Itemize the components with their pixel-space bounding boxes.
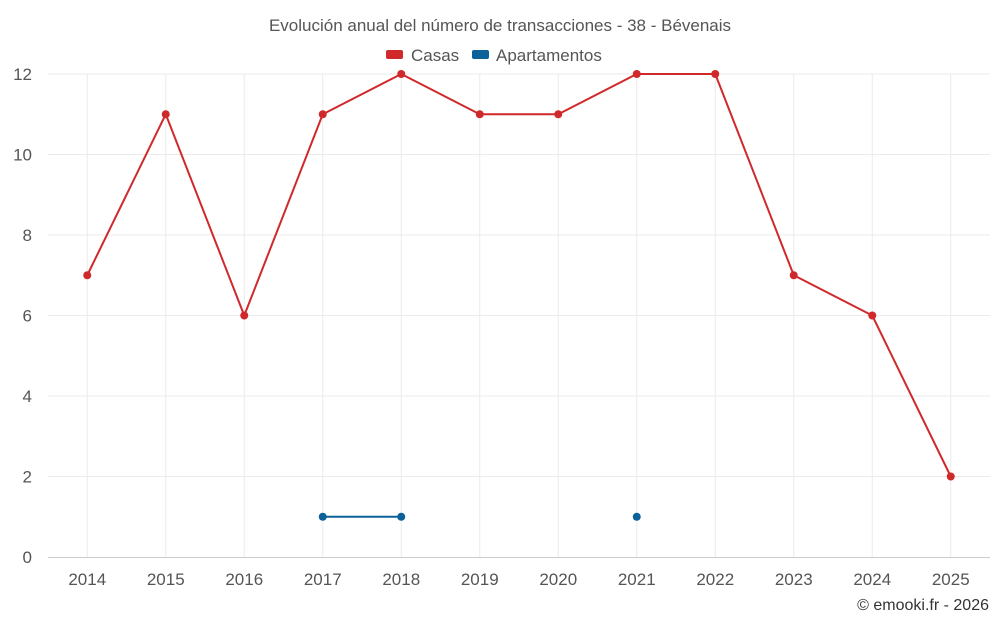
x-tick-label: 2019 [461, 570, 499, 589]
credit-text: © emooki.fr - 2026 [857, 597, 989, 614]
data-point-casas-2017[interactable] [318, 110, 327, 119]
series-line-casas [86, 73, 952, 477]
legend-label-casas: Casas [411, 46, 459, 65]
data-point-casas-2025[interactable] [946, 472, 955, 481]
data-point-casas-2014[interactable] [83, 271, 92, 280]
legend[interactable]: Casas Apartamentos [386, 46, 602, 65]
data-point-casas-2015[interactable] [161, 110, 170, 119]
series-layer [83, 70, 955, 521]
data-point-casas-2021[interactable] [632, 70, 641, 78]
x-tick-label: 2025 [932, 570, 970, 589]
data-point-casas-2023[interactable] [789, 271, 798, 280]
y-tick-label: 0 [23, 548, 32, 567]
data-point-casas-2016[interactable] [240, 311, 249, 320]
y-tick-label: 10 [13, 146, 32, 165]
x-tick-label: 2016 [225, 570, 263, 589]
data-point-apartamentos-2021[interactable] [632, 512, 641, 521]
chart-title: Evolución anual del número de transaccio… [269, 16, 731, 35]
x-tick-label: 2022 [696, 570, 734, 589]
series-casas[interactable] [83, 70, 955, 481]
y-tick-label: 12 [13, 65, 32, 84]
legend-item-apartamentos[interactable]: Apartamentos [472, 46, 602, 65]
legend-swatch-casas [386, 50, 403, 59]
legend-swatch-apartamentos [472, 50, 489, 59]
x-tick-label: 2018 [382, 570, 420, 589]
y-tick-label: 6 [23, 307, 32, 326]
x-tick-label: 2017 [304, 570, 342, 589]
x-tick-label: 2023 [775, 570, 813, 589]
x-tick-label: 2020 [539, 570, 577, 589]
legend-item-casas[interactable]: Casas [386, 46, 459, 65]
x-tick-label: 2015 [147, 570, 185, 589]
data-point-casas-2022[interactable] [711, 70, 720, 78]
data-point-apartamentos-2018[interactable] [397, 512, 406, 521]
y-tick-label: 2 [23, 468, 32, 487]
y-gridlines [48, 73, 990, 477]
data-point-casas-2018[interactable] [397, 70, 406, 78]
legend-label-apartamentos: Apartamentos [496, 46, 602, 65]
data-point-apartamentos-2017[interactable] [318, 512, 327, 521]
data-point-casas-2019[interactable] [475, 110, 484, 119]
x-tick-label: 2014 [68, 570, 106, 589]
x-axis-ticks: 2014 2015 2016 2017 2018 2019 2020 2021 2022 2023… [68, 570, 969, 589]
series-apartamentos[interactable] [318, 512, 641, 521]
y-tick-label: 4 [23, 387, 32, 406]
x-tick-label: 2021 [618, 570, 656, 589]
data-point-casas-2020[interactable] [554, 110, 563, 119]
y-tick-label: 8 [23, 226, 32, 245]
x-tick-label: 2024 [853, 570, 891, 589]
y-axis-ticks: 0 2 4 6 8 10 12 [13, 65, 32, 567]
data-point-casas-2024[interactable] [868, 311, 877, 320]
